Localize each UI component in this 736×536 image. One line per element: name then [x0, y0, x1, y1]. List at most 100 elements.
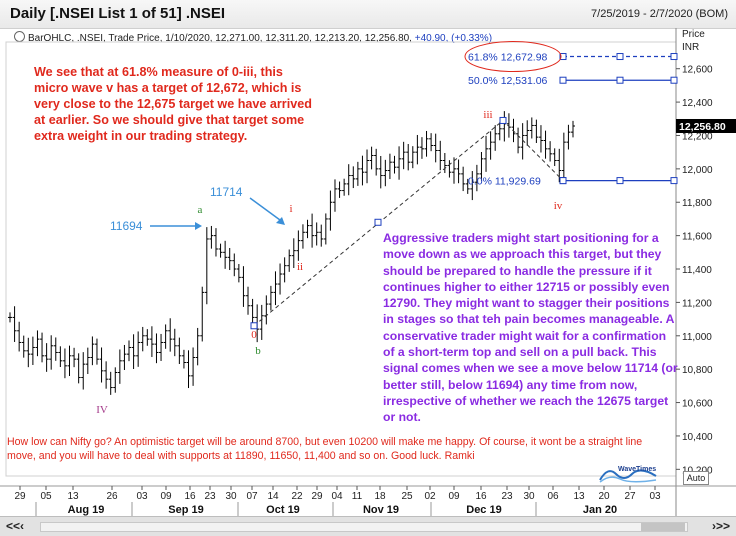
fib-anchor-handle	[250, 322, 258, 330]
x-tick-label: 23	[501, 491, 513, 502]
ohlc-bar	[108, 371, 113, 395]
wavetimes-logo: WaveTimes	[599, 466, 657, 483]
overlay-layer: 61.8% 12,672.98 50.0% 12,531.06 0.0% 11,92…	[96, 41, 736, 416]
ohlc-bar	[17, 321, 22, 352]
x-tick-label: 06	[547, 491, 559, 502]
x-tick-label: 13	[67, 491, 79, 502]
ohlc-bar	[136, 331, 141, 367]
ohlc-bar	[186, 350, 191, 389]
ohlc-bar	[30, 336, 35, 365]
ohlc-bar	[181, 349, 186, 369]
ohlc-bar	[319, 224, 324, 247]
bars-layer	[8, 111, 575, 395]
ohlc-bar	[534, 119, 539, 143]
ohlc-bar	[406, 143, 411, 171]
ohlc-bar	[451, 157, 456, 184]
ohlc-bar	[287, 249, 292, 272]
ohlc-bar	[323, 213, 328, 245]
ohlc-bar	[49, 335, 54, 370]
ohlc-bar	[493, 125, 498, 151]
fib-level-label: 61.8% 12,672.98	[468, 52, 548, 64]
ohlc-bar	[525, 120, 530, 146]
ohlc-bar	[259, 304, 264, 340]
ohlc-bar	[401, 141, 406, 170]
ohlc-bar	[8, 312, 12, 323]
ohlc-bar	[35, 330, 40, 357]
ohlc-bar	[26, 337, 31, 368]
ohlc-bar	[397, 146, 402, 180]
ohlc-bar	[40, 332, 45, 363]
ohlc-bar	[58, 346, 63, 367]
scroll-right-button[interactable]: ›>>	[711, 519, 730, 533]
ohlc-bar	[218, 243, 223, 258]
y-tick-label: 12,400	[682, 98, 713, 109]
ohlc-bar	[76, 353, 81, 384]
annotation-downside: How low can Nifty go? An optimistic targ…	[7, 436, 643, 462]
ohlc-bar	[250, 298, 255, 325]
ohlc-bar	[360, 155, 365, 186]
month-label: Oct 19	[266, 504, 300, 516]
scrollbar-thumb[interactable]	[641, 523, 685, 531]
ohlc-bar	[268, 285, 273, 311]
fib-level-handle	[670, 76, 678, 84]
x-tick-label: 25	[401, 491, 413, 502]
wave-label: ii	[297, 261, 303, 273]
fib-level-handle	[616, 177, 624, 185]
ohlc-bar	[566, 124, 571, 150]
fib-level-handle	[616, 76, 624, 84]
ohlc-bar	[447, 160, 452, 178]
wave-label: 0	[251, 329, 257, 341]
ohlc-bar	[429, 133, 434, 152]
ohlc-bar	[433, 133, 438, 163]
ohlc-bar	[346, 164, 351, 196]
ohlc-bar	[264, 295, 269, 325]
y-tick-label: 10,200	[682, 465, 713, 476]
ohlc-bar	[342, 178, 347, 196]
ohlc-bar	[419, 137, 424, 159]
ohlc-bar	[177, 337, 182, 364]
last-price-box	[676, 118, 736, 133]
wave-label: IV	[96, 404, 108, 416]
fib-level-handle	[559, 76, 567, 84]
auto-scale-button[interactable]: Auto	[683, 471, 709, 485]
ohlc-text: BarOHLC, .NSEI, Trade Price, 1/10/2020, …	[28, 33, 412, 44]
ohlc-bar	[502, 111, 507, 142]
x-tick-label: 29	[14, 491, 26, 502]
x-tick-label: 03	[136, 491, 148, 502]
ohlc-bar	[328, 190, 333, 231]
ohlc-bar	[378, 156, 383, 189]
ohlc-bar	[392, 155, 397, 174]
ohlc-bar	[223, 240, 228, 269]
ohlc-bar	[538, 125, 543, 153]
x-tick-label: 05	[40, 491, 52, 502]
ohlc-bar	[365, 149, 370, 184]
ohlc-bar	[291, 238, 296, 269]
ohlc-bar	[424, 130, 429, 157]
month-label: Aug 19	[68, 504, 105, 516]
window-title: Daily [.NSEI List 1 of 51] .NSEI	[10, 5, 226, 22]
x-tick-label: 30	[225, 491, 237, 502]
ohlc-bar	[278, 263, 283, 295]
ohlc-bar	[484, 135, 489, 172]
ohlc-bar	[131, 334, 136, 370]
ohlc-bar	[159, 333, 164, 361]
ohlc-bar	[113, 367, 118, 393]
fib-anchor-handle	[374, 218, 382, 226]
ohlc-bar	[140, 326, 145, 352]
fib-level-label: 50.0% 12,531.06	[468, 75, 548, 87]
ohlc-bar	[149, 326, 154, 357]
ohlc-bar	[383, 159, 388, 187]
fib-anchor-handle	[499, 116, 507, 124]
ohlc-bar	[94, 338, 99, 365]
x-tick-label: 04	[331, 491, 343, 502]
ohlc-bar	[104, 361, 109, 389]
scroll-left-button[interactable]: <<‹	[6, 519, 25, 533]
ohlc-bar	[479, 152, 484, 181]
y-tick-label: 12,200	[682, 131, 713, 142]
ohlc-bar	[296, 230, 301, 261]
ohlc-bar	[163, 324, 168, 349]
ohlc-bar	[456, 159, 461, 184]
horizontal-scrollbar[interactable]	[40, 522, 688, 532]
scroll-navigation: <<‹ ›>>	[0, 516, 736, 536]
ohlc-bar	[442, 153, 447, 174]
